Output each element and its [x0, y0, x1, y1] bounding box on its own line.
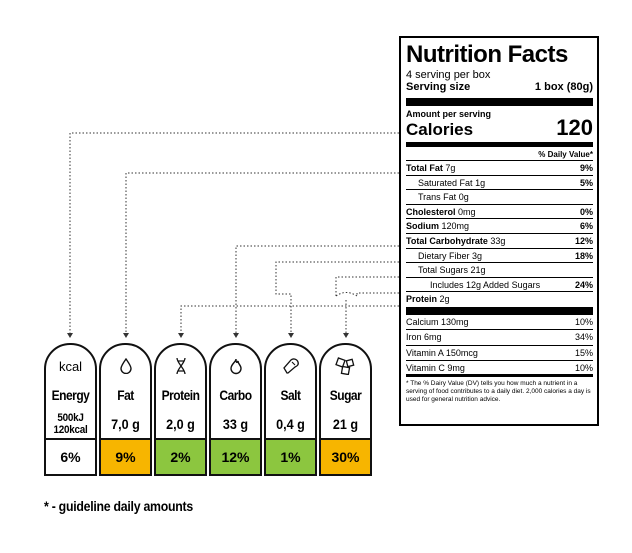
badge-percent: 9% — [101, 438, 150, 474]
badge-name: Carbo — [219, 387, 252, 403]
badge-name: Energy — [51, 387, 90, 403]
badge-name: Protein — [161, 387, 200, 403]
nutrient-row-total-sugars: Total Sugars 21g — [406, 263, 593, 278]
dna-icon — [156, 345, 205, 387]
badge-amount: 21 g — [332, 416, 359, 432]
nutrient-row-sodium: Sodium 120mg 6% — [406, 219, 593, 234]
badge-percent: 12% — [211, 438, 260, 474]
badge-name: Sugar — [329, 387, 362, 403]
nutrient-row-total-carbohydrate: Total Carbohydrate 33g 12% — [406, 234, 593, 249]
arrow-carbo — [233, 333, 239, 338]
nutrition-facts-label: Nutrition Facts 4 serving per box Servin… — [399, 36, 599, 426]
vitamin-row-iron: Iron 6mg 34% — [406, 330, 593, 346]
arrow-sugar — [343, 333, 349, 338]
amount-per-serving: Amount per serving — [406, 109, 492, 119]
badge-name: Salt — [280, 387, 301, 403]
badge-fat: Fat 7,0 g 9% — [99, 343, 152, 476]
nutrient-row-protein: Protein 2g — [406, 294, 450, 305]
servings-per-box: 4 serving per box — [406, 69, 491, 81]
badge-amount: 0,4 g — [276, 416, 305, 432]
divider-medium — [406, 142, 593, 147]
badge-amount: 7,0 g — [111, 416, 140, 432]
sugar-cubes-icon — [321, 345, 370, 387]
vitamin-row-calcium: Calcium 130mg 10% — [406, 315, 593, 331]
badge-name: Fat — [117, 387, 134, 403]
nutrient-row-cholesterol: Cholesterol 0mg 0% — [406, 205, 593, 220]
divider-thick-vitamins — [406, 306, 593, 315]
badge-energy: kcal Energy 500kJ 120kcal 6% — [44, 343, 97, 476]
nutrient-row-total-fat: Total Fat 7g 9% — [406, 161, 593, 176]
badge-salt: Salt 0,4 g 1% — [264, 343, 317, 476]
serving-size-row: Serving size 1 box (80g) — [406, 81, 593, 94]
arrow-fat — [123, 333, 129, 338]
nutrition-title: Nutrition Facts — [406, 41, 568, 68]
salt-shaker-icon — [266, 345, 315, 387]
nutrient-row-added-sugars: Includes 12g Added Sugars 24% — [406, 278, 593, 293]
badge-amount: 500kJ 120kcal — [53, 412, 88, 436]
daily-value-footnote: * The % Dairy Value (DV) tells you how m… — [406, 379, 591, 403]
nutrient-row-saturated-fat: Saturated Fat 1g 5% — [406, 176, 593, 191]
nutrient-row-trans-fat: Trans Fat 0g — [406, 190, 593, 205]
arrow-energy — [67, 333, 73, 338]
badge-amount: 2,0 g — [166, 416, 195, 432]
drop-icon — [101, 345, 150, 387]
badge-percent: 2% — [156, 438, 205, 474]
arrow-protein — [178, 333, 184, 338]
badge-sugar: Sugar 21 g 30% — [319, 343, 372, 476]
badge-carbo: Carbo 33 g 12% — [209, 343, 262, 476]
arrow-salt — [288, 333, 294, 338]
divider-thick — [406, 98, 593, 106]
badge-percent: 30% — [321, 438, 370, 474]
serving-size-value: 1 box (80g) — [534, 81, 593, 93]
nutrient-row-dietary-fiber: Dietary Fiber 3g 18% — [406, 249, 593, 264]
badge-protein: Protein 2,0 g 2% — [154, 343, 207, 476]
guideline-footnote: * - guideline daily amounts — [44, 498, 193, 514]
badge-percent: 6% — [46, 438, 95, 474]
calories-row: Calories 120 — [406, 115, 593, 140]
calories-value: 120 — [556, 115, 593, 140]
serving-size-label: Serving size — [406, 81, 471, 93]
calories-label: Calories — [406, 120, 474, 139]
vitamin-row-vitamin-c: Vitamin C 9mg 10% — [406, 361, 593, 377]
flame-icon — [211, 345, 260, 387]
badge-percent: 1% — [266, 438, 315, 474]
daily-value-header: % Daily Value* — [406, 147, 593, 161]
badge-amount: 33 g — [222, 416, 249, 432]
vitamin-row-vitamin-a: Vitamin A 150mcg 15% — [406, 346, 593, 362]
kcal-icon: kcal — [58, 358, 83, 374]
